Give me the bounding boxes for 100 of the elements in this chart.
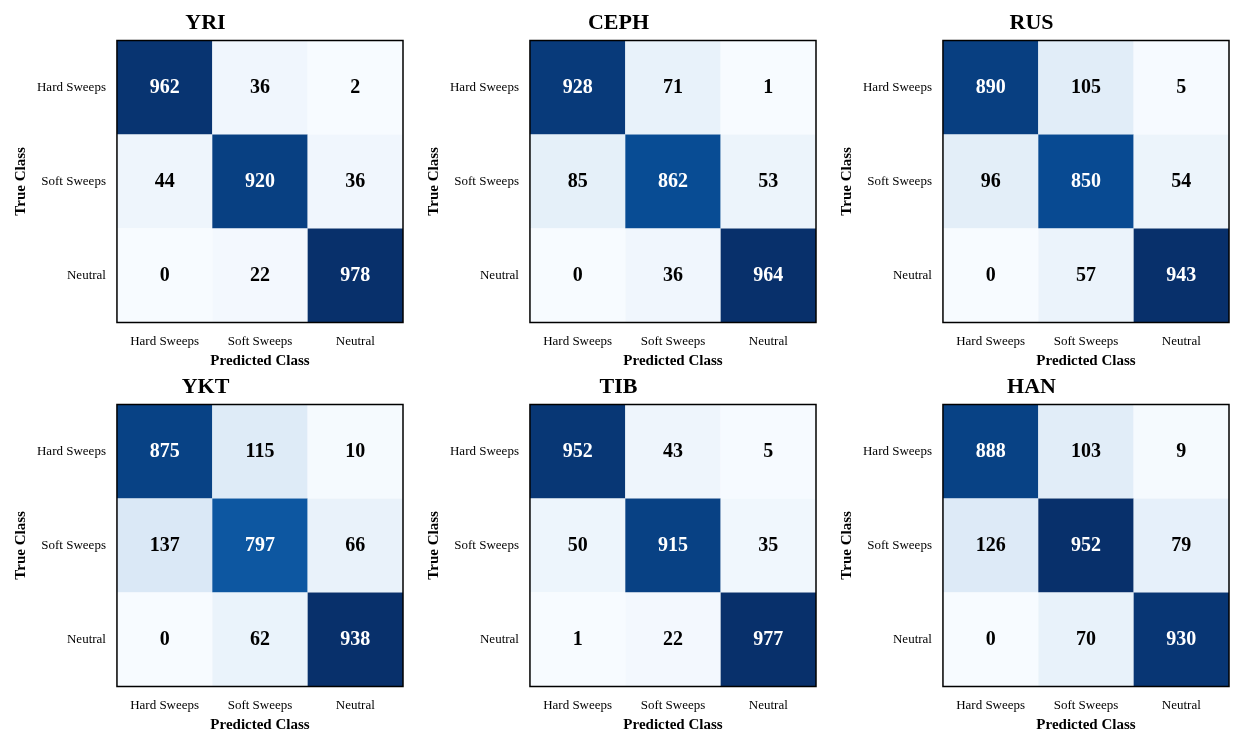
chart-title: CEPH — [587, 8, 650, 34]
x-tick-label: Hard Sweeps — [543, 332, 613, 348]
x-tick-label: Hard Sweeps — [130, 332, 200, 348]
y-tick-label: Soft Sweeps — [454, 172, 519, 188]
x-tick-label: Soft Sweeps — [1053, 696, 1119, 712]
y-axis-title: True Class — [837, 147, 854, 216]
x-tick-label: Neutral — [748, 696, 789, 712]
data-label: 920 — [244, 168, 275, 191]
data-label: 43 — [662, 438, 683, 461]
data-label: 797 — [244, 532, 275, 555]
y-axis-title: True Class — [11, 511, 28, 580]
data-label: 62 — [249, 626, 270, 649]
data-label: 1 — [763, 74, 774, 97]
x-axis-title: Predicted Class — [623, 715, 723, 732]
data-label: 0 — [985, 262, 996, 285]
data-label: 105 — [1070, 74, 1101, 97]
chart-title: RUS — [1009, 8, 1054, 34]
data-label: 938 — [340, 626, 371, 649]
data-label: 2 — [350, 74, 361, 97]
y-tick-label: Neutral — [479, 630, 520, 646]
data-label: 44 — [154, 168, 175, 191]
y-tick-label: Hard Sweeps — [36, 442, 106, 458]
data-label: 0 — [572, 262, 583, 285]
y-tick-label: Soft Sweeps — [41, 536, 106, 552]
chart-title: HAN — [1007, 372, 1057, 398]
y-tick-label: Soft Sweeps — [867, 172, 932, 188]
x-tick-label: Hard Sweeps — [956, 332, 1026, 348]
data-label: 888 — [975, 438, 1006, 461]
data-label: 66 — [345, 532, 366, 555]
data-label: 50 — [567, 532, 588, 555]
data-label: 964 — [753, 262, 784, 285]
data-label: 96 — [980, 168, 1001, 191]
y-tick-label: Hard Sweeps — [36, 78, 106, 94]
x-tick-label: Soft Sweeps — [227, 696, 293, 712]
data-label: 36 — [249, 74, 270, 97]
x-tick-label: Neutral — [1161, 696, 1202, 712]
x-axis-title: Predicted Class — [623, 351, 723, 368]
x-axis-title: Predicted Class — [1036, 715, 1136, 732]
x-tick-label: Hard Sweeps — [956, 696, 1026, 712]
chart-title: YKT — [181, 372, 230, 398]
data-label: 915 — [657, 532, 688, 555]
x-axis-title: Predicted Class — [1036, 351, 1136, 368]
data-label: 952 — [1070, 532, 1101, 555]
data-label: 5 — [1176, 74, 1187, 97]
data-label: 862 — [657, 168, 688, 191]
y-tick-label: Soft Sweeps — [454, 536, 519, 552]
data-label: 70 — [1075, 626, 1096, 649]
chart-title: YRI — [185, 8, 226, 34]
data-label: 36 — [345, 168, 366, 191]
x-tick-label: Neutral — [335, 332, 376, 348]
data-label: 0 — [159, 262, 170, 285]
y-axis-title: True Class — [11, 147, 28, 216]
y-axis-title: True Class — [424, 147, 441, 216]
y-axis-title: True Class — [837, 511, 854, 580]
y-tick-label: Hard Sweeps — [449, 78, 519, 94]
y-axis-title: True Class — [424, 511, 441, 580]
data-label: 0 — [985, 626, 996, 649]
data-label: 930 — [1166, 626, 1197, 649]
y-tick-label: Hard Sweeps — [862, 78, 932, 94]
y-tick-label: Neutral — [66, 630, 107, 646]
data-label: 57 — [1075, 262, 1096, 285]
x-axis-title: Predicted Class — [210, 715, 310, 732]
x-tick-label: Hard Sweeps — [130, 696, 200, 712]
data-label: 36 — [662, 262, 683, 285]
data-label: 126 — [975, 532, 1006, 555]
data-label: 962 — [149, 74, 180, 97]
x-axis-title: Predicted Class — [210, 351, 310, 368]
y-tick-label: Neutral — [892, 266, 933, 282]
y-tick-label: Neutral — [66, 266, 107, 282]
y-tick-label: Hard Sweeps — [862, 442, 932, 458]
y-tick-label: Hard Sweeps — [449, 442, 519, 458]
data-label: 875 — [149, 438, 180, 461]
data-label: 137 — [149, 532, 180, 555]
data-label: 890 — [975, 74, 1006, 97]
x-tick-label: Soft Sweeps — [1053, 332, 1119, 348]
data-label: 54 — [1171, 168, 1192, 191]
data-label: 115 — [245, 438, 275, 461]
x-tick-label: Neutral — [748, 332, 789, 348]
data-label: 5 — [763, 438, 774, 461]
data-label: 10 — [345, 438, 366, 461]
data-label: 85 — [567, 168, 588, 191]
data-label: 943 — [1166, 262, 1197, 285]
data-label: 978 — [340, 262, 371, 285]
x-tick-label: Neutral — [335, 696, 376, 712]
data-label: 977 — [753, 626, 784, 649]
x-tick-label: Soft Sweeps — [640, 332, 706, 348]
y-tick-label: Neutral — [892, 630, 933, 646]
data-label: 79 — [1171, 532, 1192, 555]
x-tick-label: Neutral — [1161, 332, 1202, 348]
data-label: 71 — [662, 74, 683, 97]
data-label: 928 — [562, 74, 593, 97]
data-label: 952 — [562, 438, 593, 461]
x-tick-label: Soft Sweeps — [227, 332, 293, 348]
y-tick-label: Neutral — [479, 266, 520, 282]
data-label: 22 — [249, 262, 270, 285]
data-label: 103 — [1070, 438, 1101, 461]
data-label: 850 — [1070, 168, 1101, 191]
x-tick-label: Hard Sweeps — [543, 696, 613, 712]
data-label: 1 — [572, 626, 583, 649]
data-label: 0 — [159, 626, 170, 649]
